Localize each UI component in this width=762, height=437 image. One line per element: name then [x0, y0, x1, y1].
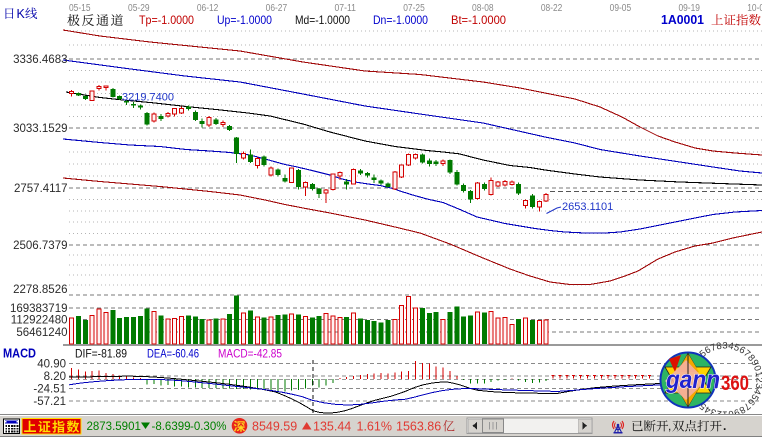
svg-text:2278.8526: 2278.8526: [13, 284, 67, 296]
svg-text:Up=-1.0000: Up=-1.0000: [217, 13, 272, 27]
svg-text:Bt=-1.0000: Bt=-1.0000: [451, 13, 506, 27]
svg-text:MACD=-42.85: MACD=-42.85: [218, 347, 282, 361]
svg-text:5: 5: [698, 400, 709, 412]
svg-text:8: 8: [716, 341, 723, 353]
svg-text:135.44: 135.44: [313, 420, 351, 434]
svg-text:07-11: 07-11: [334, 3, 356, 14]
svg-text:8: 8: [745, 353, 757, 364]
svg-text:10-08: 10-08: [747, 3, 762, 14]
svg-text:4: 4: [703, 403, 713, 415]
svg-text:05-29: 05-29: [128, 3, 150, 14]
svg-text:MACD: MACD: [3, 347, 36, 361]
svg-text:2506.7379: 2506.7379: [13, 240, 67, 252]
svg-text:5: 5: [698, 348, 709, 360]
svg-text:08-22: 08-22: [541, 3, 563, 14]
svg-text:Dn=-1.0000: Dn=-1.0000: [373, 13, 428, 27]
svg-text:2: 2: [754, 377, 762, 382]
svg-text:06-12: 06-12: [197, 3, 219, 14]
svg-text:Md=-1.0000: Md=-1.0000: [295, 13, 350, 27]
svg-text:09-05: 09-05: [610, 3, 632, 14]
svg-text:4: 4: [751, 387, 762, 396]
svg-text:56461240: 56461240: [16, 327, 67, 339]
svg-text:,: ,: [668, 419, 671, 433]
svg-text:-57.21: -57.21: [33, 396, 66, 408]
svg-text:-8.6399: -8.6399: [152, 421, 191, 433]
svg-text:6: 6: [737, 344, 747, 356]
svg-text:5: 5: [732, 342, 741, 354]
svg-text:360: 360: [721, 372, 749, 395]
svg-text:09-19: 09-19: [678, 3, 700, 14]
svg-text:3: 3: [709, 406, 718, 418]
svg-text:3: 3: [753, 382, 762, 389]
svg-text:1563.86: 1563.86: [396, 420, 441, 434]
svg-text:06-27: 06-27: [266, 3, 288, 14]
svg-text:DEA=-60.46: DEA=-60.46: [147, 347, 199, 361]
svg-text:gann: gann: [665, 366, 720, 394]
svg-text:08-08: 08-08: [472, 3, 494, 14]
svg-text:2653.1101: 2653.1101: [562, 201, 613, 213]
svg-text:0: 0: [727, 408, 734, 420]
svg-text:1: 1: [753, 371, 762, 378]
svg-text:169383719: 169383719: [10, 303, 68, 315]
svg-text:0: 0: [751, 364, 762, 373]
svg-text:3: 3: [722, 341, 727, 352]
svg-text:9: 9: [748, 358, 760, 368]
svg-text:8.20: 8.20: [44, 371, 66, 383]
svg-text:4: 4: [727, 341, 734, 353]
svg-text:40.90: 40.90: [37, 358, 66, 370]
svg-text:-0.30%: -0.30%: [190, 421, 226, 433]
svg-text:7: 7: [709, 342, 718, 354]
svg-text:07-25: 07-25: [403, 3, 425, 14]
svg-text:7: 7: [741, 400, 752, 412]
svg-text:Tp=-1.0000: Tp=-1.0000: [139, 13, 194, 27]
svg-text:2873.5901: 2873.5901: [87, 421, 141, 433]
svg-text:2757.4117: 2757.4117: [14, 183, 68, 195]
svg-text:3336.4683: 3336.4683: [13, 54, 67, 66]
svg-text:-24.51: -24.51: [33, 384, 66, 396]
svg-text:05-15: 05-15: [69, 3, 91, 14]
svg-text:1.61%: 1.61%: [357, 420, 392, 434]
svg-text:7: 7: [741, 348, 752, 360]
svg-text:8549.59: 8549.59: [252, 420, 297, 434]
svg-text:DIF=-81.89: DIF=-81.89: [75, 347, 127, 361]
svg-text:6: 6: [703, 344, 713, 356]
svg-text:8: 8: [737, 403, 747, 415]
svg-text:2: 2: [716, 408, 723, 420]
svg-text:3219.7400: 3219.7400: [122, 92, 174, 104]
svg-text:112922480: 112922480: [11, 314, 68, 326]
svg-text:6: 6: [745, 396, 757, 407]
svg-text:1A0001: 1A0001: [661, 13, 704, 27]
svg-text:5: 5: [748, 392, 760, 402]
svg-text:K: K: [17, 7, 26, 21]
svg-text:9: 9: [732, 406, 741, 418]
svg-text:3033.1529: 3033.1529: [13, 123, 67, 135]
svg-text:.: .: [723, 419, 726, 433]
